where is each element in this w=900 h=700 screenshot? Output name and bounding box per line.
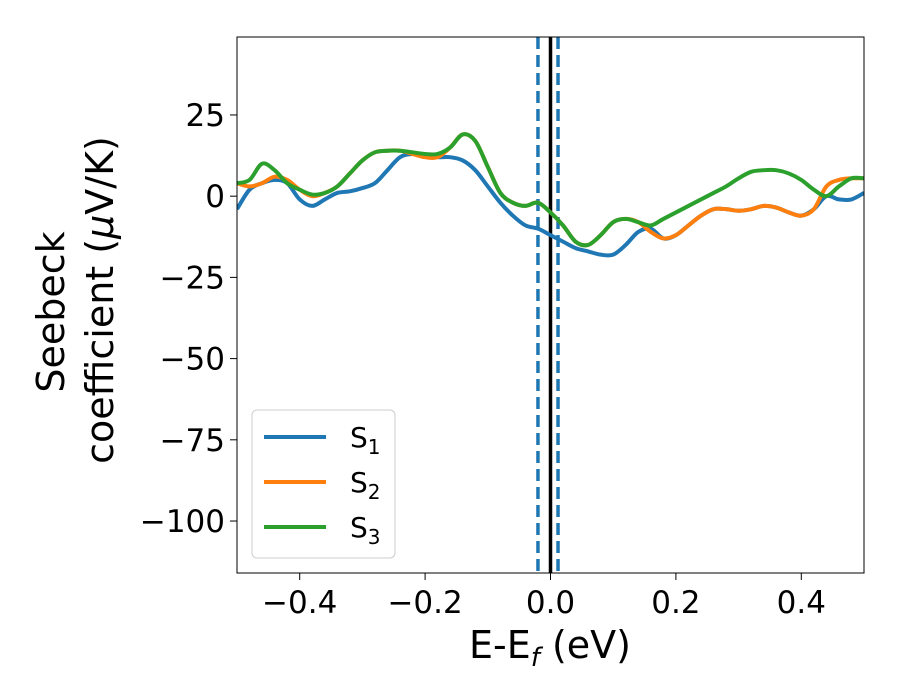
y-tick-label: −50 [160,342,225,378]
legend-label-s2: S2 [350,466,381,504]
series-lines [237,132,864,258]
y-tick-label: −75 [160,423,225,459]
y-tick-label: 25 [186,98,225,134]
legend: S1 S2 S3 [251,409,396,559]
y-tick-label: 0 [205,179,225,215]
x-axis-label-tail: (eV) [540,623,631,667]
y-axis-label-suffix: V/K) [78,136,122,215]
x-tick-label: 0.2 [651,585,700,621]
y-axis-label-mu: μ [78,215,122,240]
legend-label-s1: S1 [350,421,381,459]
y-axis-label: Seebeck coefficient (μV/K) [29,136,122,464]
x-axis-label-main: E-E [469,623,531,667]
x-tick-label: −0.4 [262,585,337,621]
y-tick-label: −100 [140,504,225,540]
x-tick-label: 0.0 [526,585,575,621]
y-axis-label-line2: coefficient (μV/K) [78,136,122,464]
x-axis-label: E-Ef (eV) [469,623,631,673]
x-tick-label: −0.2 [387,585,462,621]
y-axis-label-line1: Seebeck [29,231,73,392]
legend-label-s3: S3 [350,511,381,549]
reference-lines [536,37,560,573]
y-tick-label: −25 [160,260,225,296]
series-line-s3 [237,132,864,248]
y-axis-ticks: 25 0 −25 −50 −75 −100 [140,98,237,540]
plot-area [237,37,864,573]
x-axis-ticks: −0.4 −0.2 0.0 0.2 0.4 [262,573,826,621]
y-axis-label-prefix: coefficient ( [78,239,122,464]
x-tick-label: 0.4 [777,585,826,621]
